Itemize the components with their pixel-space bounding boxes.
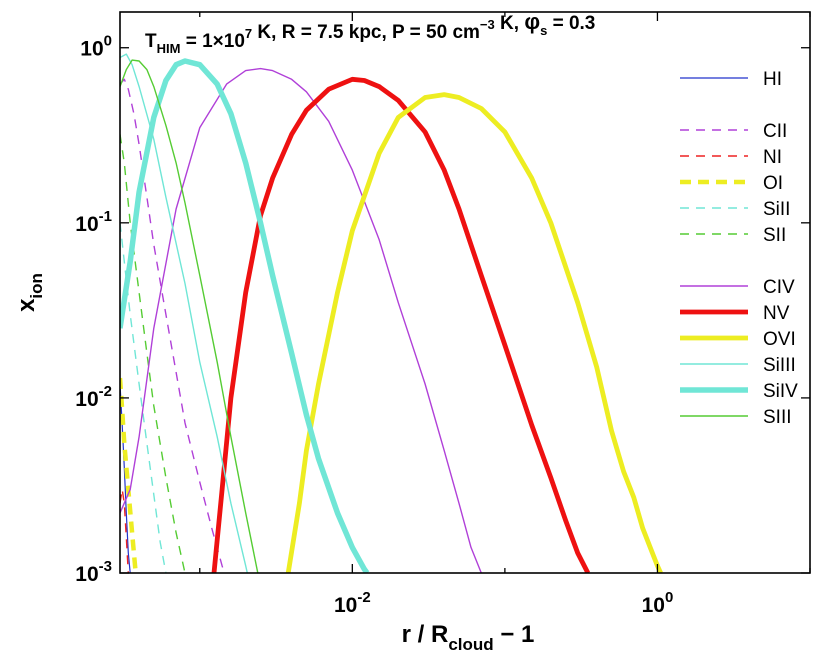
legend-item-civ: CIV	[680, 277, 795, 298]
legend-label: SII	[763, 225, 786, 246]
x-tick-label: 100	[642, 589, 674, 617]
curve-siii	[120, 222, 167, 573]
series-curves	[120, 53, 663, 573]
chart-title: THIM = 1×107 K, R = 7.5 kpc, P = 50 cm−3…	[145, 9, 595, 56]
y-tick-label: 10-2	[75, 383, 112, 411]
legend-item-siii: SIII	[680, 407, 792, 428]
legend-item-nv: NV	[680, 303, 790, 324]
curve-siiv	[120, 58, 370, 573]
legend-label: OVI	[763, 329, 796, 350]
legend-label: SIII	[763, 407, 792, 428]
curve-nv	[211, 76, 591, 573]
curve-oi	[120, 377, 138, 573]
legend-label: SiII	[763, 199, 790, 220]
x-axis-label: r / Rcloud − 1	[402, 621, 535, 654]
legend-item-sii: SII	[680, 225, 786, 246]
legend-item-siiv: SiIV	[680, 381, 798, 402]
curve-siiii	[120, 53, 248, 573]
tick-labels: 10-2 100 100 10-1 10-2 10-3	[75, 33, 673, 617]
legend-item-ovi: OVI	[680, 329, 796, 350]
legend-label: SiIII	[763, 355, 796, 376]
legend-label: CII	[763, 121, 787, 142]
legend-label: OI	[763, 173, 783, 194]
y-tick-label: 10-1	[75, 208, 112, 236]
legend-item-hi: HI	[680, 69, 782, 90]
y-axis-label: xion	[13, 273, 46, 312]
legend-item-cii: CII	[680, 121, 787, 142]
curve-siii	[120, 59, 259, 573]
legend-label: CIV	[763, 277, 795, 298]
legend-item-siiii: SiIII	[680, 355, 796, 376]
legend-label: SiIV	[763, 381, 798, 402]
legend: HI CII NI OI SiII SII CIV NV OVI SiIII SiIV SIII	[680, 69, 798, 428]
legend-label: HI	[763, 69, 782, 90]
y-tick-label: 10-3	[75, 558, 112, 586]
curve-ovi	[285, 92, 663, 573]
curve-cii	[120, 78, 226, 573]
legend-item-oi: OI	[680, 173, 783, 194]
curve-sii	[120, 134, 186, 573]
x-tick-label: 10-2	[334, 589, 371, 617]
legend-label: NV	[763, 303, 790, 324]
axis-ticks	[120, 12, 811, 574]
legend-item-ni: NI	[680, 147, 782, 168]
y-tick-label: 100	[80, 33, 112, 61]
legend-item-siii: SiII	[680, 199, 790, 220]
legend-label: NI	[763, 147, 782, 168]
plot-frame	[119, 11, 811, 574]
curve-civ	[120, 67, 482, 573]
